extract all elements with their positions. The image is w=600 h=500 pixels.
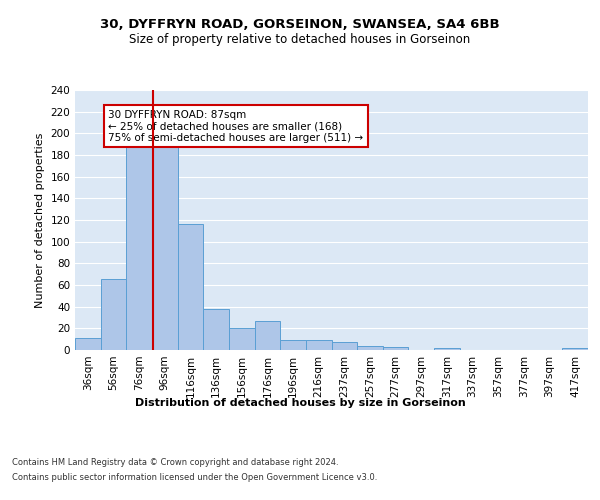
Bar [562, 348, 588, 350]
Bar [331, 342, 357, 350]
Bar [152, 148, 178, 350]
Text: Distribution of detached houses by size in Gorseinon: Distribution of detached houses by size … [134, 398, 466, 407]
Bar [306, 340, 331, 350]
Bar [434, 348, 460, 350]
Text: 30, DYFFRYN ROAD, GORSEINON, SWANSEA, SA4 6BB: 30, DYFFRYN ROAD, GORSEINON, SWANSEA, SA… [100, 18, 500, 30]
Bar [203, 309, 229, 350]
Text: Contains HM Land Registry data © Crown copyright and database right 2024.: Contains HM Land Registry data © Crown c… [12, 458, 338, 467]
Bar [229, 328, 254, 350]
Bar [254, 321, 280, 350]
Bar [178, 224, 203, 350]
Text: 30 DYFFRYN ROAD: 87sqm
← 25% of detached houses are smaller (168)
75% of semi-de: 30 DYFFRYN ROAD: 87sqm ← 25% of detached… [109, 110, 364, 142]
Text: Size of property relative to detached houses in Gorseinon: Size of property relative to detached ho… [130, 32, 470, 46]
Bar [127, 134, 152, 350]
Bar [280, 340, 306, 350]
Bar [101, 278, 127, 350]
Y-axis label: Number of detached properties: Number of detached properties [35, 132, 45, 308]
Bar [357, 346, 383, 350]
Bar [75, 338, 101, 350]
Text: Contains public sector information licensed under the Open Government Licence v3: Contains public sector information licen… [12, 473, 377, 482]
Bar [383, 347, 409, 350]
